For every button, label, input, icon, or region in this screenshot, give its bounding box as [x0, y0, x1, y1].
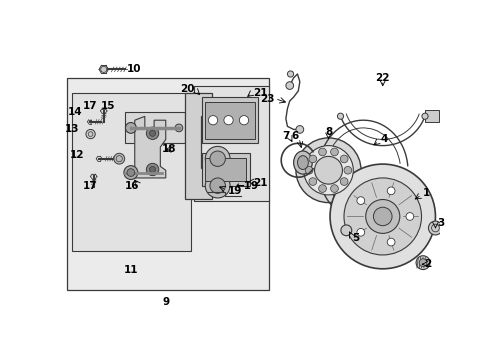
Circle shape	[175, 124, 183, 132]
Bar	[424, 110, 438, 122]
Circle shape	[224, 116, 233, 125]
Text: 1: 1	[422, 188, 429, 198]
Circle shape	[285, 82, 293, 89]
Text: 20: 20	[180, 84, 194, 94]
Circle shape	[239, 116, 248, 125]
Ellipse shape	[297, 156, 308, 170]
Circle shape	[415, 256, 429, 270]
Circle shape	[209, 178, 225, 193]
Polygon shape	[135, 116, 165, 178]
Text: 13: 13	[65, 125, 80, 134]
Circle shape	[386, 238, 394, 246]
Text: 18: 18	[162, 144, 176, 154]
Circle shape	[405, 213, 413, 220]
Circle shape	[418, 259, 426, 266]
Circle shape	[356, 229, 364, 236]
Circle shape	[205, 173, 230, 198]
Bar	[124, 112, 185, 143]
Circle shape	[287, 71, 293, 77]
Text: 8: 8	[324, 127, 331, 137]
Circle shape	[427, 221, 442, 235]
Circle shape	[318, 148, 325, 156]
Polygon shape	[185, 93, 212, 199]
Text: 3: 3	[436, 217, 443, 228]
Circle shape	[125, 122, 136, 133]
Text: 7: 7	[282, 131, 289, 141]
Circle shape	[146, 163, 159, 176]
Text: 22: 22	[375, 73, 389, 83]
Text: 10: 10	[127, 64, 141, 75]
Circle shape	[149, 166, 155, 172]
Ellipse shape	[293, 151, 311, 174]
Text: 19: 19	[227, 186, 242, 196]
Text: 21: 21	[253, 88, 267, 98]
Circle shape	[209, 151, 225, 166]
Circle shape	[314, 156, 342, 184]
Bar	[205, 158, 245, 181]
Bar	[202, 97, 258, 143]
Circle shape	[373, 207, 391, 226]
Circle shape	[318, 185, 325, 192]
Circle shape	[365, 199, 399, 233]
Circle shape	[330, 185, 338, 192]
Circle shape	[340, 225, 351, 236]
Bar	[67, 78, 268, 289]
Text: 15: 15	[100, 101, 115, 111]
Circle shape	[421, 113, 427, 119]
Circle shape	[295, 138, 360, 203]
Circle shape	[340, 178, 347, 185]
Circle shape	[86, 130, 95, 139]
Circle shape	[308, 178, 316, 185]
Circle shape	[208, 116, 217, 125]
Text: 2: 2	[424, 259, 431, 269]
Text: 9: 9	[162, 297, 169, 307]
Text: 11: 11	[123, 265, 138, 275]
Circle shape	[127, 169, 135, 176]
Text: 6: 6	[291, 131, 298, 141]
Text: 14: 14	[68, 108, 82, 117]
Circle shape	[303, 145, 352, 195]
Circle shape	[340, 155, 347, 163]
Text: 12: 12	[70, 150, 84, 160]
Text: 5: 5	[351, 233, 359, 243]
Text: 16: 16	[125, 181, 140, 191]
Circle shape	[123, 166, 138, 180]
Circle shape	[146, 127, 159, 139]
Text: 17: 17	[83, 101, 98, 111]
Text: 4: 4	[380, 134, 387, 144]
Circle shape	[343, 166, 351, 174]
Circle shape	[205, 147, 230, 171]
Circle shape	[343, 178, 421, 255]
Circle shape	[114, 153, 124, 164]
Circle shape	[295, 126, 303, 133]
Text: ←19: ←19	[235, 181, 258, 191]
Text: 23: 23	[259, 94, 274, 104]
Bar	[194, 86, 268, 201]
Bar	[72, 93, 191, 251]
Circle shape	[330, 148, 338, 156]
Circle shape	[337, 113, 343, 119]
Text: 21: 21	[253, 178, 267, 188]
Bar	[205, 102, 254, 139]
Circle shape	[149, 130, 155, 136]
Text: 17: 17	[82, 181, 97, 191]
Circle shape	[305, 166, 312, 174]
Circle shape	[329, 164, 434, 269]
Circle shape	[356, 197, 364, 204]
Circle shape	[308, 155, 316, 163]
Circle shape	[101, 66, 107, 72]
Circle shape	[386, 187, 394, 195]
Bar	[202, 153, 250, 186]
